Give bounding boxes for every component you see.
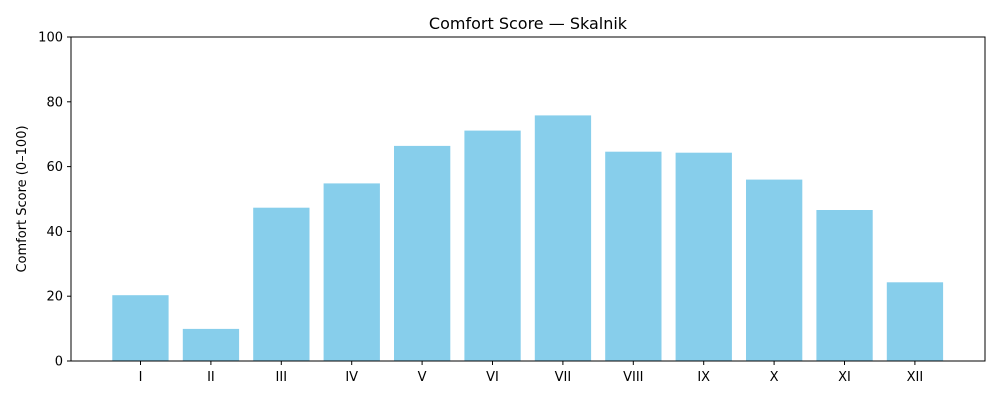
y-tick-label-100: 100 bbox=[38, 31, 63, 46]
x-tick-label-VI: VI bbox=[486, 370, 499, 385]
x-tick-label-XII: XII bbox=[907, 370, 924, 385]
y-tick-label-0: 0 bbox=[55, 355, 63, 370]
bars-group bbox=[112, 115, 944, 362]
bar-X bbox=[746, 179, 803, 361]
x-tick-label-X: X bbox=[770, 370, 779, 385]
x-tick-label-IV: IV bbox=[345, 370, 358, 385]
x-tick-label-VIII: VIII bbox=[623, 370, 643, 385]
y-axis-ticks: 0 20 40 60 80 100 bbox=[38, 31, 71, 370]
x-tick-label-III: III bbox=[276, 370, 288, 385]
bar-VI bbox=[464, 130, 521, 361]
bar-IX bbox=[675, 152, 732, 361]
chart-title: Comfort Score — Skalnik bbox=[429, 14, 628, 33]
x-tick-label-II: II bbox=[207, 370, 215, 385]
bar-IV bbox=[323, 183, 380, 361]
x-tick-label-V: V bbox=[418, 370, 427, 385]
bar-VII bbox=[534, 115, 592, 362]
y-axis-label: Comfort Score (0–100) bbox=[15, 125, 30, 272]
bar-III bbox=[253, 207, 310, 361]
bar-II bbox=[182, 328, 240, 361]
bar-VIII bbox=[605, 151, 662, 361]
bar-XI bbox=[816, 210, 873, 361]
x-tick-label-XI: XI bbox=[838, 370, 851, 385]
y-tick-label-60: 60 bbox=[46, 160, 63, 175]
y-tick-label-20: 20 bbox=[46, 290, 63, 305]
bar-V bbox=[394, 145, 451, 361]
x-tick-label-I: I bbox=[139, 370, 143, 385]
y-tick-label-80: 80 bbox=[46, 95, 63, 110]
x-tick-label-IX: IX bbox=[697, 370, 710, 385]
x-tick-label-VII: VII bbox=[555, 370, 572, 385]
x-axis-ticks: I II III IV V VI VII VIII IX X XI XII bbox=[139, 361, 924, 385]
bar-I bbox=[112, 295, 169, 361]
bar-XII bbox=[886, 282, 944, 361]
plot-frame bbox=[70, 36, 986, 362]
y-tick-label-40: 40 bbox=[46, 225, 63, 240]
